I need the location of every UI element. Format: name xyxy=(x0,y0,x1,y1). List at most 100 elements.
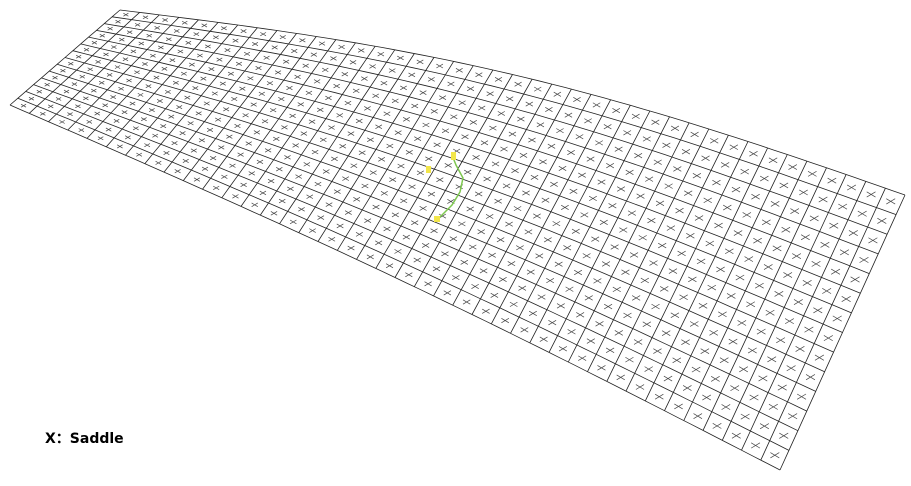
saddle-mark xyxy=(138,93,143,96)
saddle-mark xyxy=(328,126,334,130)
saddle-mark xyxy=(353,89,359,93)
saddle-mark xyxy=(173,81,179,84)
saddle-mark xyxy=(319,42,325,46)
saddle-mark xyxy=(604,304,612,309)
saddle-mark xyxy=(842,296,851,301)
mesh-line xyxy=(453,89,572,305)
saddle-mark xyxy=(753,238,761,243)
saddle-mark xyxy=(450,237,457,241)
saddle-mark xyxy=(587,339,595,344)
saddle-mark xyxy=(822,288,831,293)
saddle-mark xyxy=(196,112,202,115)
saddle-mark xyxy=(406,150,413,154)
saddle-mark xyxy=(339,45,345,49)
saddle-mark xyxy=(462,135,469,139)
saddle-mark xyxy=(231,97,237,100)
saddle-mark xyxy=(326,203,333,207)
saddle-mark xyxy=(133,127,139,130)
saddle-mark xyxy=(422,243,429,247)
saddle-mark xyxy=(749,151,757,156)
saddle-mark xyxy=(645,367,653,372)
saddle-mark xyxy=(141,118,147,121)
saddle-mark xyxy=(760,176,768,181)
saddle-mark xyxy=(750,395,759,400)
saddle-mark xyxy=(739,367,748,372)
saddle-mark xyxy=(434,143,441,147)
saddle-mark xyxy=(721,162,729,167)
saddle-mark xyxy=(783,272,792,277)
saddle-mark xyxy=(358,49,364,53)
saddle-mark xyxy=(819,197,828,202)
saddle-mark xyxy=(643,322,651,327)
saddle-mark xyxy=(400,199,407,203)
saddle-mark xyxy=(617,375,625,380)
saddle-mark xyxy=(525,230,532,234)
saddle-mark xyxy=(680,295,688,300)
saddle-mark xyxy=(152,134,158,137)
saddle-mark xyxy=(387,144,394,148)
saddle-mark xyxy=(221,175,227,179)
saddle-mark xyxy=(334,190,341,194)
marker xyxy=(451,152,456,160)
mesh-line xyxy=(588,129,709,372)
saddle-mark xyxy=(164,151,170,154)
saddle-mark xyxy=(229,164,235,168)
saddle-mark xyxy=(578,356,586,361)
saddle-mark xyxy=(304,162,310,166)
saddle-mark xyxy=(162,67,167,70)
saddle-mark xyxy=(273,137,279,141)
saddle-mark xyxy=(709,330,717,335)
saddle-mark xyxy=(554,92,561,96)
saddle-mark xyxy=(403,117,410,121)
saddle-mark xyxy=(587,157,595,162)
saddle-mark xyxy=(226,135,232,139)
saddle-mark xyxy=(157,99,163,102)
saddle-mark xyxy=(183,159,189,162)
saddle-mark xyxy=(596,321,604,326)
saddle-mark xyxy=(111,46,116,49)
saddle-mark xyxy=(260,32,266,35)
saddle-mark xyxy=(125,136,131,139)
saddle-mark xyxy=(75,105,80,108)
saddle-mark xyxy=(671,313,679,318)
saddle-mark xyxy=(526,102,533,106)
saddle-mark xyxy=(272,46,278,49)
saddle-mark xyxy=(550,182,557,186)
saddle-mark xyxy=(76,55,81,58)
saddle-mark xyxy=(583,253,591,258)
saddle-mark xyxy=(423,123,430,127)
saddle-mark xyxy=(692,367,700,372)
saddle-mark xyxy=(328,237,335,241)
saddle-mark xyxy=(461,260,468,264)
saddle-mark xyxy=(37,90,42,93)
saddle-mark xyxy=(727,293,735,298)
saddle-mark xyxy=(634,153,642,158)
saddle-mark xyxy=(720,358,729,363)
mesh-line xyxy=(472,94,591,314)
saddle-mark xyxy=(218,146,224,150)
saddle-mark xyxy=(87,120,92,123)
mesh-line xyxy=(112,17,896,215)
saddle-mark xyxy=(414,258,421,262)
saddle-mark xyxy=(785,319,794,324)
saddle-mark xyxy=(522,191,529,195)
saddle-mark xyxy=(478,106,485,110)
saddle-mark xyxy=(48,105,53,108)
saddle-mark xyxy=(598,180,606,185)
saddle-mark xyxy=(194,178,200,182)
saddle-mark xyxy=(270,108,276,112)
saddle-mark xyxy=(194,33,199,36)
saddle-mark xyxy=(331,157,337,161)
saddle-mark xyxy=(529,311,537,316)
saddle-mark xyxy=(448,82,455,86)
saddle-mark xyxy=(213,36,219,39)
saddle-mark xyxy=(508,261,515,265)
saddle-mark xyxy=(518,286,526,291)
saddle-mark xyxy=(621,270,629,275)
saddle-mark xyxy=(792,254,801,259)
surface-mesh xyxy=(10,10,905,470)
highlight-curve xyxy=(426,152,463,222)
saddle-mark xyxy=(757,329,766,334)
saddle-mark xyxy=(450,115,457,119)
saddle-mark xyxy=(325,96,331,100)
